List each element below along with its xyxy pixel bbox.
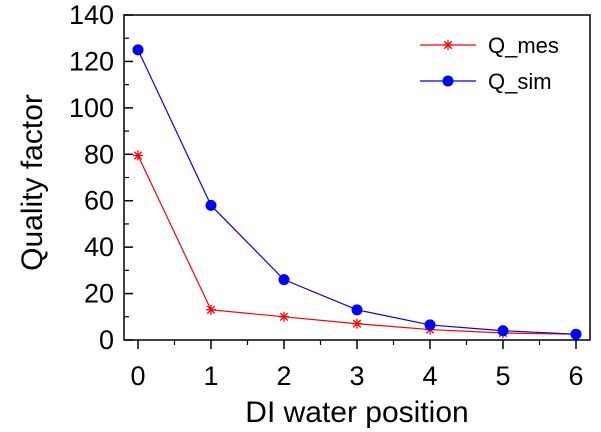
plot-border: [123, 14, 591, 341]
series-layer: [132, 44, 582, 340]
legend-label: Q_sim: [488, 69, 552, 94]
legend-marker: [443, 40, 453, 50]
x-axis-title: DI water position: [245, 396, 468, 429]
x-tick-label: 4: [422, 361, 437, 391]
legend: Q_mes Q_sim: [420, 33, 559, 94]
y-tick-label: 60: [84, 186, 114, 216]
x-tick-label: 2: [276, 361, 291, 391]
series-Q_sim: [132, 44, 582, 340]
y-tick-label: 80: [84, 139, 114, 169]
y-tick-label: 0: [99, 325, 114, 355]
y-tick-label: 40: [84, 232, 114, 262]
plot-frame: [123, 14, 591, 341]
x-tick-label: 6: [568, 361, 583, 391]
data-point: [132, 44, 144, 56]
y-tick-label: 100: [69, 93, 114, 123]
y-tick-label: 20: [84, 279, 114, 309]
x-tick-label: 0: [130, 361, 145, 391]
y-axis-title: Quality factor: [16, 94, 49, 271]
data-point: [497, 325, 509, 337]
data-point: [352, 318, 362, 329]
x-tick-label: 1: [203, 361, 218, 391]
data-point: [279, 311, 289, 322]
data-point: [424, 319, 436, 331]
data-point: [278, 274, 290, 286]
data-point: [351, 304, 363, 316]
data-point: [570, 328, 582, 340]
data-point: [205, 199, 217, 211]
data-point: [133, 150, 143, 161]
y-tick-label: 120: [69, 46, 114, 76]
legend-item-Q_sim: Q_sim: [420, 69, 552, 94]
legend-marker: [442, 75, 454, 87]
y-tick-label: 140: [69, 0, 114, 30]
legend-label: Q_mes: [488, 33, 559, 58]
legend-item-Q_mes: Q_mes: [420, 33, 559, 58]
x-axis: 0 1 2 3 4 5 6: [130, 340, 584, 391]
x-tick-label: 3: [349, 361, 364, 391]
data-point: [206, 304, 216, 315]
y-axis: 0 20 40 60 80 100 120 140: [69, 0, 133, 355]
x-tick-label: 5: [495, 361, 510, 391]
